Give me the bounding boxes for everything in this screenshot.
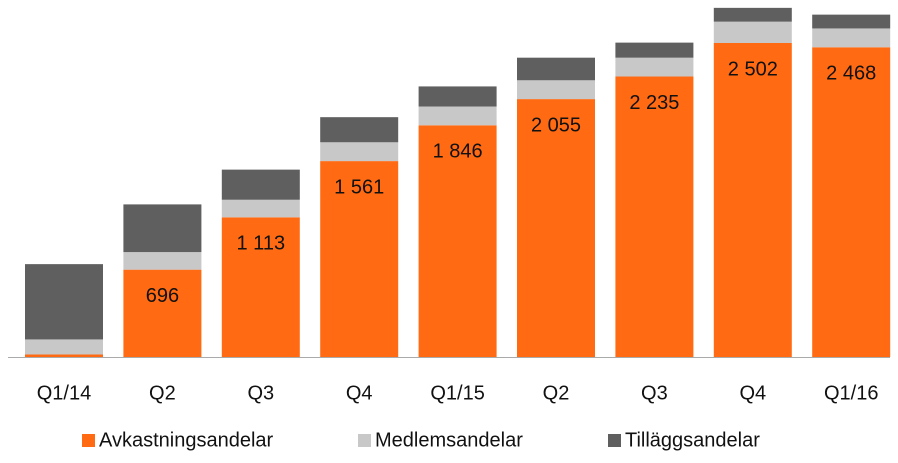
bar-segment bbox=[713, 42, 792, 358]
value-label: 1 561 bbox=[334, 176, 384, 198]
bar-segment bbox=[25, 264, 103, 340]
bar-segment bbox=[713, 21, 792, 43]
bar-segment bbox=[517, 80, 595, 100]
bar-segment bbox=[615, 42, 694, 58]
bar-segment bbox=[812, 47, 891, 358]
value-label: 2 502 bbox=[728, 58, 778, 80]
bar-segment bbox=[812, 14, 891, 29]
bar-segment bbox=[221, 217, 300, 357]
bar-segment bbox=[320, 117, 399, 143]
bar-segment bbox=[25, 339, 103, 355]
bar-segment bbox=[221, 199, 300, 218]
x-tick-label: Q2 bbox=[149, 382, 176, 404]
legend-label: Avkastningsandelar bbox=[99, 429, 274, 451]
x-tick-label: Q4 bbox=[346, 382, 373, 404]
value-label: 696 bbox=[146, 285, 179, 307]
value-label: 2 235 bbox=[629, 92, 679, 114]
bar-segment bbox=[517, 57, 595, 81]
legend-swatch bbox=[82, 434, 95, 447]
bar-segment bbox=[123, 269, 202, 357]
legend-label: Tilläggsandelar bbox=[625, 429, 760, 451]
x-tick-label: Q3 bbox=[641, 382, 668, 404]
bar-segment bbox=[25, 354, 103, 357]
value-label: 2 468 bbox=[826, 63, 876, 85]
bar-segment bbox=[812, 28, 891, 48]
bar-segment bbox=[123, 252, 202, 270]
value-label: 1 113 bbox=[237, 233, 286, 255]
legend-swatch bbox=[608, 434, 621, 447]
bar-segment bbox=[713, 7, 792, 22]
bar-segment bbox=[615, 57, 694, 77]
bar-segment bbox=[320, 161, 399, 357]
x-tick-label: Q4 bbox=[739, 382, 766, 404]
legend-label: Medlemsandelar bbox=[375, 429, 523, 451]
x-tick-label: Q3 bbox=[247, 382, 274, 404]
bar-segment bbox=[418, 125, 497, 358]
x-tick-label: Q1/14 bbox=[37, 382, 91, 404]
x-tick-label: Q1/16 bbox=[824, 382, 878, 404]
x-tick-label: Q2 bbox=[543, 382, 570, 404]
bar-segment bbox=[418, 106, 497, 126]
value-label: 2 055 bbox=[531, 114, 581, 136]
bar-segment bbox=[221, 169, 300, 200]
bar-segment bbox=[615, 76, 694, 357]
bar-segment bbox=[123, 204, 202, 253]
value-label: 1 846 bbox=[433, 141, 483, 163]
bar-segment bbox=[418, 86, 497, 107]
bar-segment bbox=[320, 142, 399, 162]
legend-swatch bbox=[358, 434, 371, 447]
bar-segment bbox=[517, 99, 595, 357]
x-tick-label: Q1/15 bbox=[430, 382, 484, 404]
